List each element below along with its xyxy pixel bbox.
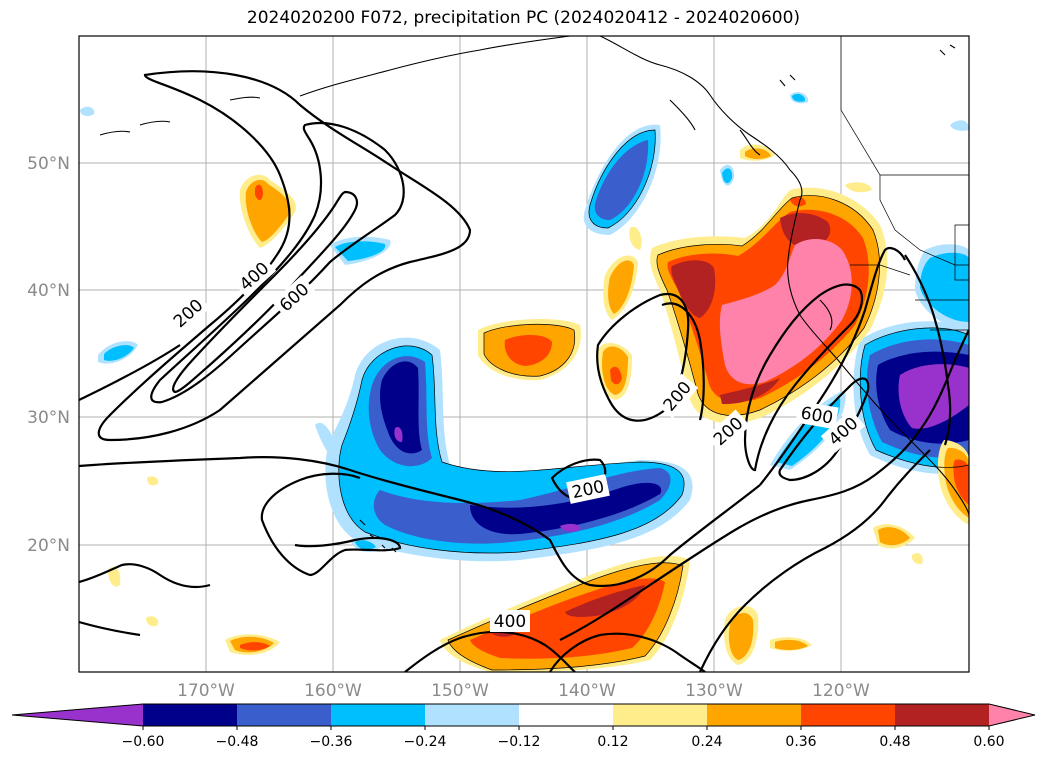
lon-label: 160°W [304, 681, 362, 701]
plot-frame [78, 35, 970, 673]
colorbar-extend-max [989, 704, 1035, 726]
colorbar: −0.60 −0.48 −0.36 −0.24 −0.12 0.12 0.24 0.36 0.4… [11, 703, 1036, 750]
colorbar-segment [237, 704, 332, 726]
height-contours [79, 70, 969, 672]
colorbar-segment [707, 704, 802, 726]
lat-label: 30°N [27, 408, 70, 428]
lon-label: 130°W [685, 681, 743, 701]
colorbar-segment [801, 704, 896, 726]
lat-label: 20°N [27, 536, 70, 556]
colorbar-segment [613, 704, 708, 726]
colorbar-segment [895, 704, 990, 726]
coastlines [99, 36, 969, 553]
colorbar-segment [143, 704, 238, 726]
lat-label: 40°N [27, 281, 70, 301]
colorbar-label: 0.12 [597, 734, 628, 750]
colorbar-label: 0.60 [973, 734, 1004, 750]
colorbar-label: 0.24 [691, 734, 722, 750]
lon-label: 150°W [431, 681, 489, 701]
positive-anomaly-pink [719, 238, 852, 385]
colorbar-label: −0.12 [498, 734, 541, 750]
colorbar-segment [519, 704, 614, 726]
map-title: 2024020200 F072, precipitation PC (20240… [246, 8, 801, 28]
longitude-labels: 170°W 160°W 150°W 140°W 130°W 120°W [177, 681, 870, 701]
colorbar-label: −0.24 [404, 734, 447, 750]
lon-label: 120°W [812, 681, 870, 701]
borders [840, 36, 969, 331]
colorbar-label: −0.60 [122, 734, 165, 750]
latitude-labels: 50°N 40°N 30°N 20°N [27, 154, 70, 556]
colorbar-extend-min [12, 704, 143, 726]
contour-label: 400 [494, 612, 526, 632]
colorbar-segment [425, 704, 520, 726]
lat-label: 50°N [27, 154, 70, 174]
colorbar-label: 0.36 [785, 734, 816, 750]
colorbar-label: −0.48 [216, 734, 259, 750]
negative-anomaly-purple [394, 364, 969, 532]
colorbar-label: 0.48 [879, 734, 910, 750]
anomaly-outlines [338, 129, 969, 671]
colorbar-label: −0.36 [310, 734, 353, 750]
colorbar-segment [331, 704, 426, 726]
positive-anomaly-firebrick [490, 213, 831, 637]
lon-label: 140°W [558, 681, 616, 701]
lon-label: 170°W [177, 681, 235, 701]
gridlines [79, 36, 969, 672]
